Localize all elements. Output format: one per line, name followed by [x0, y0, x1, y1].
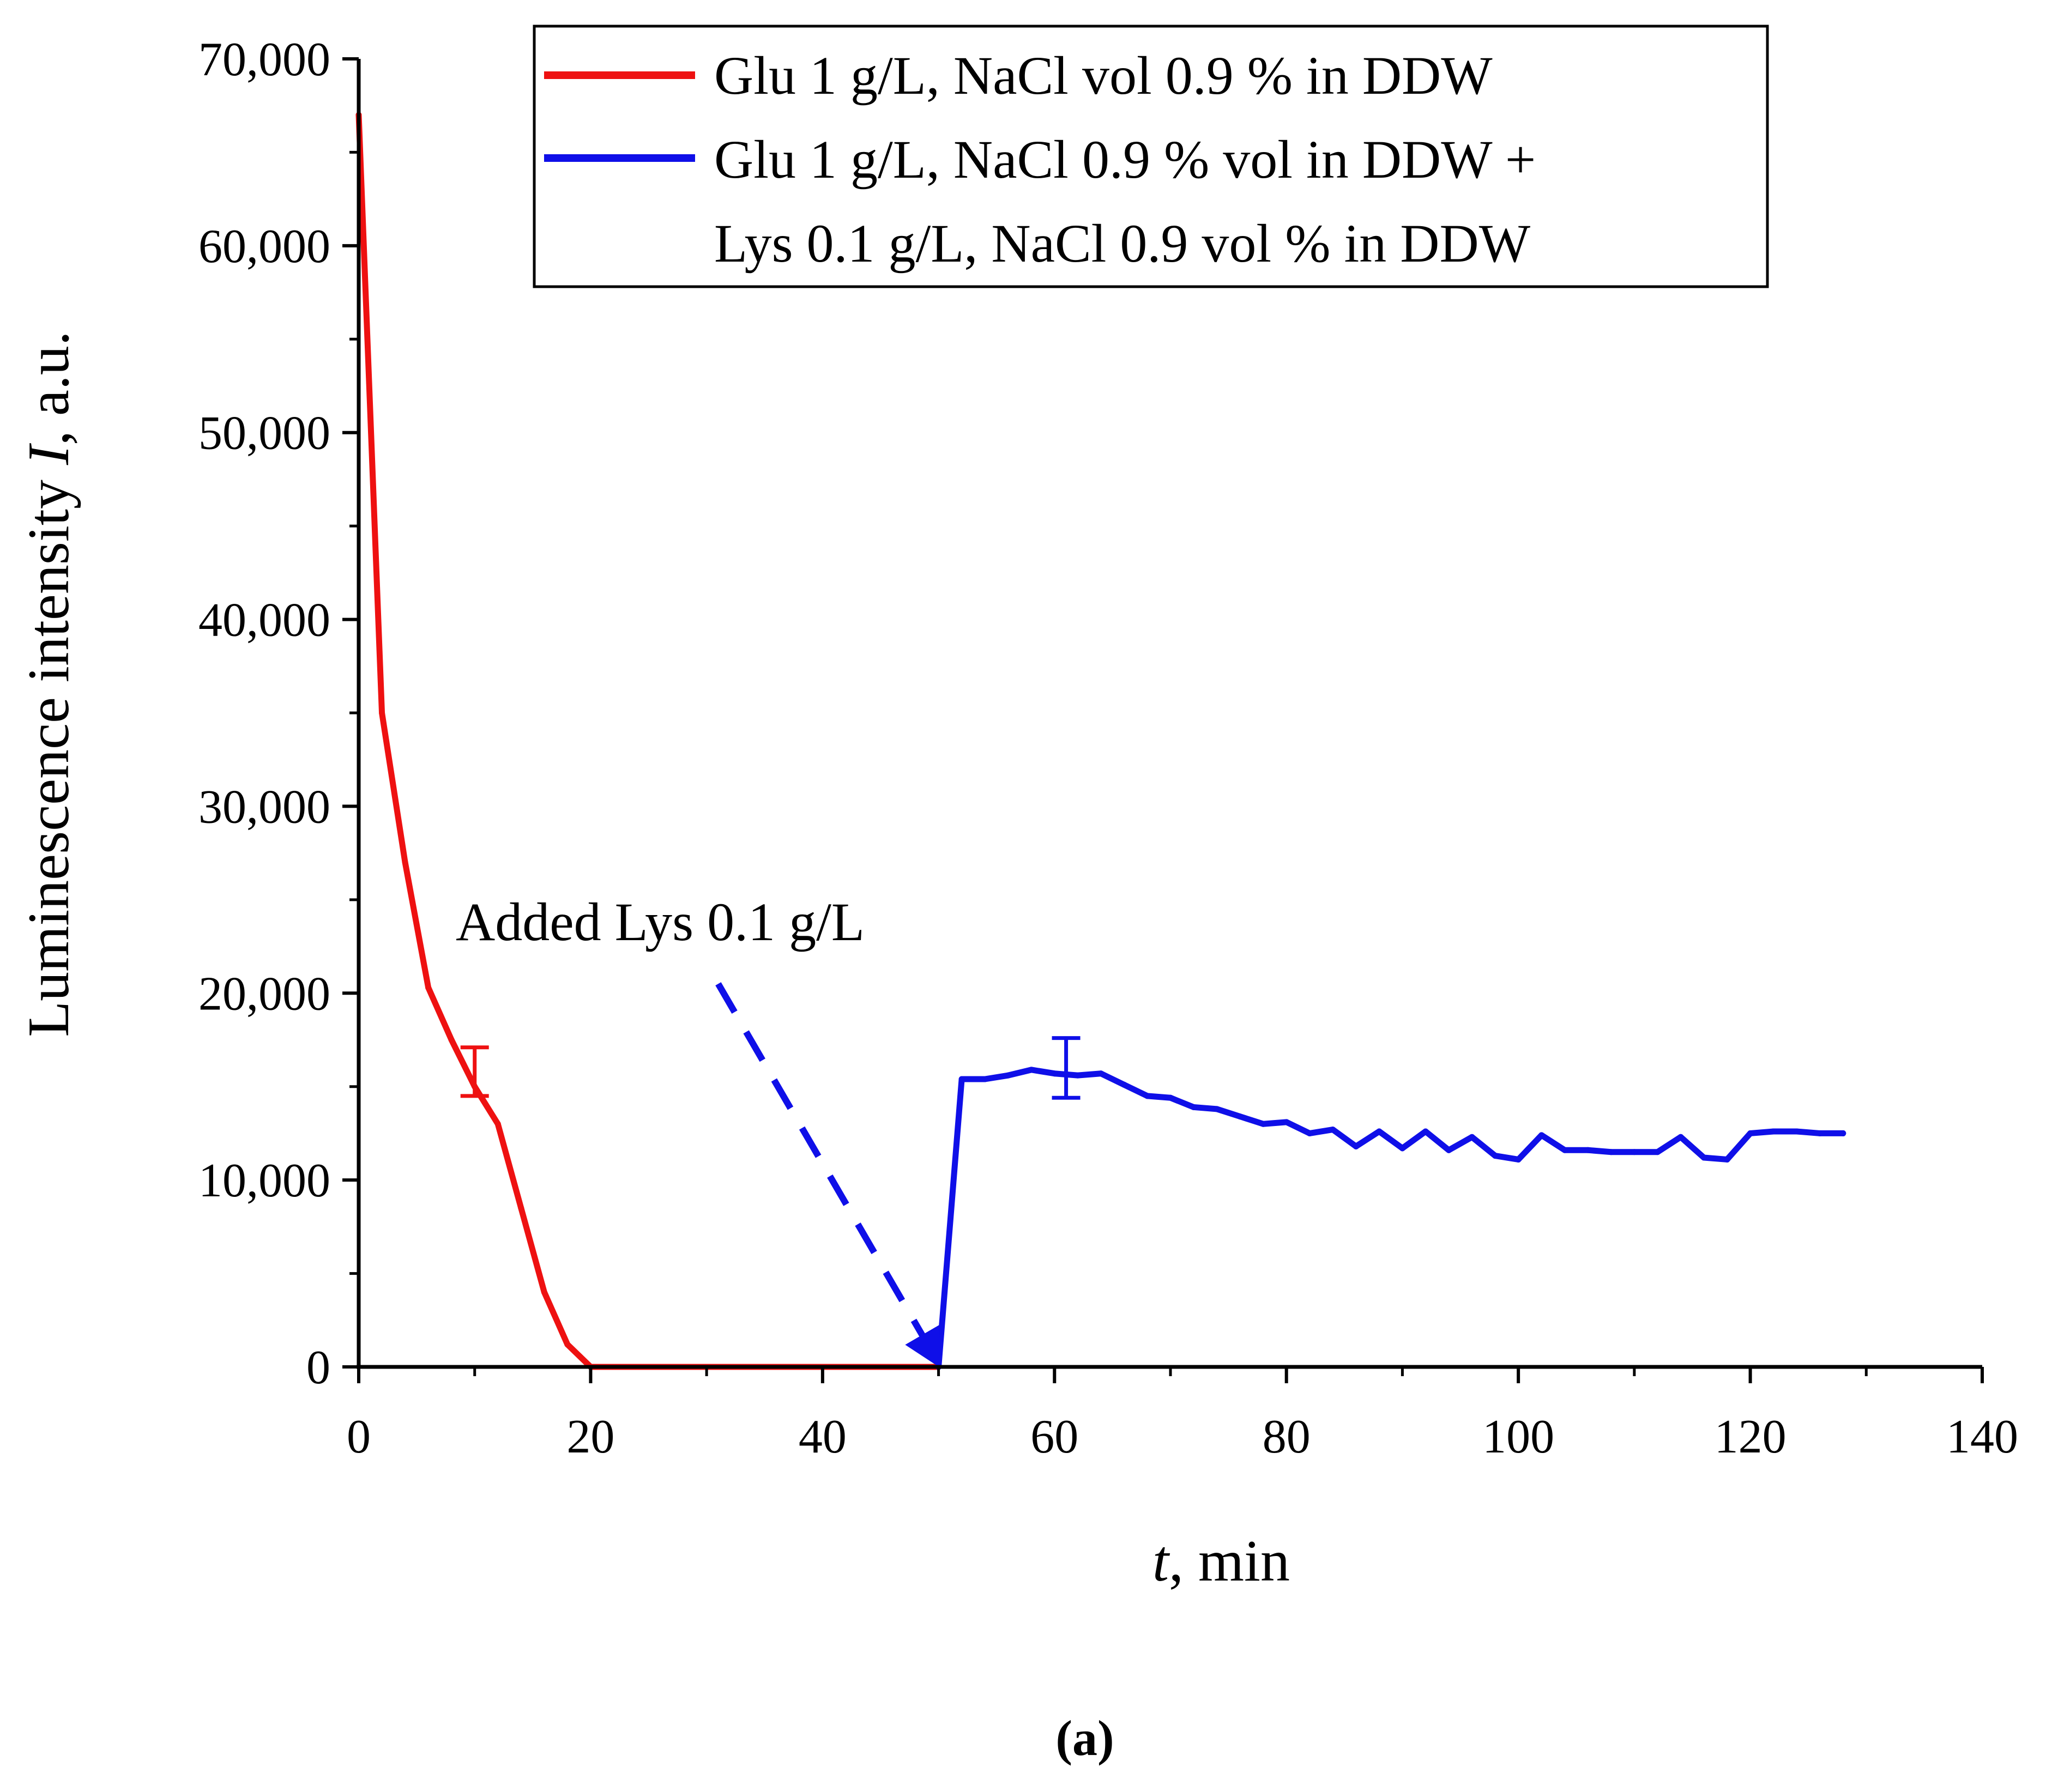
series-2-point	[1075, 1072, 1081, 1079]
series-2-point	[1330, 1127, 1336, 1133]
legend-label-series-1: Glu 1 g/L, NaCl vol 0.9 % in DDW	[714, 45, 1493, 106]
y-axis-title: Luminescence intensity I, a.u.	[16, 331, 81, 1037]
y-tick-label-0: 0	[306, 1341, 330, 1394]
legend: Glu 1 g/L, NaCl vol 0.9 % in DDW Glu 1 g…	[533, 25, 1769, 288]
series-2-point	[1167, 1094, 1174, 1101]
y-tick-label-60000: 60,000	[198, 220, 330, 273]
x-tick-label-0: 0	[347, 1410, 371, 1463]
y-axis-title-unit: , a.u.	[16, 331, 81, 445]
series-2-point	[982, 1076, 988, 1082]
series-2-point	[1353, 1143, 1359, 1149]
series-2-point	[1422, 1128, 1429, 1135]
series-2-point	[1631, 1149, 1638, 1155]
series-2-point	[1492, 1153, 1499, 1159]
chart-marks	[355, 112, 1846, 1370]
series-line-1	[355, 112, 942, 1370]
series-2-point	[1794, 1128, 1800, 1135]
series-2-point	[1816, 1130, 1823, 1136]
series-2-point	[1700, 1154, 1707, 1161]
series-2-point	[1561, 1147, 1568, 1153]
series-line-2	[936, 1067, 1846, 1370]
series-2-point	[958, 1076, 965, 1082]
series-2-point	[1399, 1145, 1405, 1152]
legend-box	[533, 25, 1769, 288]
series-2-point	[1654, 1149, 1661, 1155]
series-1-point	[494, 1121, 501, 1127]
series-2-point	[1608, 1149, 1614, 1155]
legend-label-series-2: Glu 1 g/L, NaCl 0.9 % vol in DDW +	[714, 129, 1536, 190]
series-1-point	[564, 1341, 571, 1348]
legend-label-series-2-line2: Lys 0.1 g/L, NaCl 0.9 vol % in DDW	[714, 213, 1531, 274]
series-2-point	[1376, 1128, 1383, 1135]
series-1-point	[541, 1289, 547, 1295]
x-tick-label-140: 140	[1946, 1410, 2018, 1463]
y-tick-label-50000: 50,000	[198, 407, 330, 460]
series-1-point	[518, 1205, 524, 1212]
y-tick-label-40000: 40,000	[198, 594, 330, 647]
x-tick-label-60: 60	[1030, 1410, 1078, 1463]
series-2-point	[1469, 1134, 1475, 1140]
y-tick-label-70000: 70,000	[198, 33, 330, 86]
y-axis-title-main: Luminescence intensity	[16, 465, 81, 1037]
x-axis-title-unit: , min	[1169, 1529, 1290, 1594]
series-2-point	[1214, 1106, 1220, 1112]
series-2-point	[1677, 1134, 1684, 1140]
series-1-point	[379, 710, 385, 716]
series-2-point	[1191, 1104, 1197, 1110]
series-1-point	[425, 984, 432, 991]
series-2-point	[1237, 1113, 1244, 1120]
series-2-point	[1260, 1121, 1266, 1127]
y-tick-label-30000: 30,000	[198, 780, 330, 833]
series-2-point	[1585, 1147, 1591, 1153]
series-1-point	[448, 1037, 455, 1043]
x-tick-label-120: 120	[1715, 1410, 1787, 1463]
x-tick-label-80: 80	[1263, 1410, 1311, 1463]
series-2-point	[1097, 1070, 1104, 1077]
panel-label: (a)	[1055, 1710, 1114, 1766]
series-2-point	[1515, 1156, 1522, 1163]
series-2-point	[1770, 1128, 1777, 1135]
x-tick-label-40: 40	[799, 1410, 847, 1463]
series-2-point	[1051, 1070, 1058, 1077]
annotation-added-lys: Added Lys 0.1 g/L	[456, 892, 865, 952]
series-2-point	[1121, 1081, 1127, 1088]
x-tick-label-20: 20	[566, 1410, 614, 1463]
y-tick-label-10000: 10,000	[198, 1154, 330, 1207]
series-2-point	[1028, 1067, 1035, 1073]
series-1-point	[402, 859, 408, 865]
series-2-point	[1840, 1130, 1846, 1136]
x-axis-title: t, min	[1152, 1529, 1290, 1594]
series-2-point	[1005, 1072, 1011, 1079]
series-2-point	[1538, 1132, 1545, 1139]
series-2-point	[1446, 1147, 1452, 1153]
y-tick-label-20000: 20,000	[198, 967, 330, 1020]
series-2-point	[1283, 1119, 1290, 1125]
y-axis-title-var: I	[16, 443, 81, 465]
series-2-point	[1747, 1130, 1754, 1136]
x-axis-title-var: t	[1152, 1529, 1170, 1594]
series-2-point	[1306, 1130, 1313, 1136]
series-2-point	[1144, 1093, 1150, 1099]
series-2-point	[1724, 1156, 1730, 1163]
annotation-arrow	[715, 982, 942, 1369]
x-tick-label-100: 100	[1482, 1410, 1554, 1463]
